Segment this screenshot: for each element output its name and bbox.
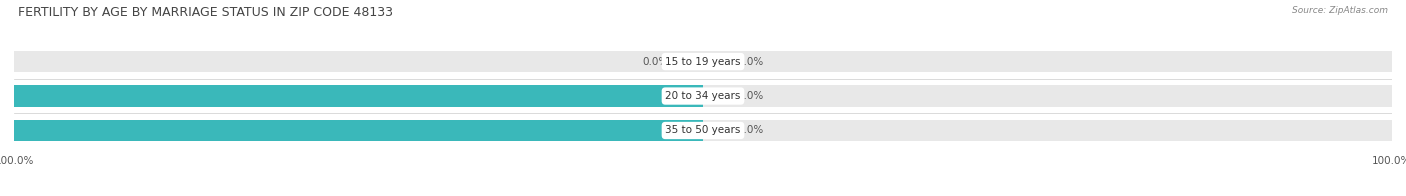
Text: 0.0%: 0.0% <box>643 57 669 67</box>
Bar <box>675 90 700 102</box>
Bar <box>14 85 703 107</box>
Bar <box>706 90 731 102</box>
Text: 100.0%: 100.0% <box>689 125 733 135</box>
Bar <box>703 120 1392 141</box>
Bar <box>14 120 703 141</box>
Text: 100.0%: 100.0% <box>689 91 733 101</box>
Text: 35 to 50 years: 35 to 50 years <box>665 125 741 135</box>
Bar <box>706 125 731 136</box>
Bar <box>14 51 703 72</box>
Text: 0.0%: 0.0% <box>738 57 763 67</box>
Bar <box>703 85 1392 107</box>
Text: 15 to 19 years: 15 to 19 years <box>665 57 741 67</box>
Bar <box>675 56 700 67</box>
Text: FERTILITY BY AGE BY MARRIAGE STATUS IN ZIP CODE 48133: FERTILITY BY AGE BY MARRIAGE STATUS IN Z… <box>18 6 394 19</box>
Text: 20 to 34 years: 20 to 34 years <box>665 91 741 101</box>
Bar <box>703 51 1392 72</box>
Bar <box>14 120 703 141</box>
Text: 0.0%: 0.0% <box>738 125 763 135</box>
Bar <box>14 85 703 107</box>
Text: 0.0%: 0.0% <box>738 91 763 101</box>
Text: Source: ZipAtlas.com: Source: ZipAtlas.com <box>1292 6 1388 15</box>
Bar <box>706 56 731 67</box>
Bar <box>675 125 700 136</box>
